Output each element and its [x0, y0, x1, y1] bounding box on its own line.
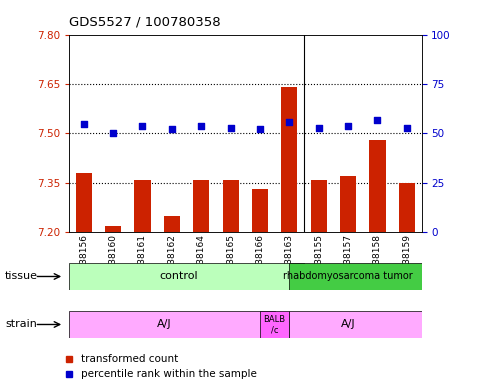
Bar — [252, 189, 268, 232]
Text: strain: strain — [5, 319, 37, 329]
Point — [315, 124, 322, 131]
Bar — [135, 180, 150, 232]
Bar — [281, 87, 297, 232]
Point — [256, 126, 264, 132]
Bar — [69, 263, 304, 290]
Bar — [311, 180, 327, 232]
Bar — [193, 180, 210, 232]
Bar — [399, 183, 415, 232]
Bar — [369, 140, 386, 232]
Bar — [289, 263, 422, 290]
Point — [80, 121, 88, 127]
Point — [109, 131, 117, 137]
Bar — [75, 173, 92, 232]
Bar — [289, 311, 422, 338]
Text: GDS5527 / 100780358: GDS5527 / 100780358 — [69, 15, 221, 28]
Bar — [340, 176, 356, 232]
Text: A/J: A/J — [341, 319, 355, 329]
Text: tissue: tissue — [5, 271, 38, 281]
Point — [374, 116, 382, 122]
Point — [227, 124, 235, 131]
Text: transformed count: transformed count — [81, 354, 178, 364]
Point — [197, 122, 205, 129]
Point — [344, 122, 352, 129]
Text: control: control — [160, 271, 199, 281]
Bar — [222, 180, 239, 232]
Bar — [260, 311, 289, 338]
Bar — [105, 226, 121, 232]
Point — [285, 119, 293, 125]
Point — [139, 122, 146, 129]
Point — [403, 124, 411, 131]
Text: BALB
/c: BALB /c — [264, 315, 286, 334]
Bar — [69, 311, 275, 338]
Text: percentile rank within the sample: percentile rank within the sample — [81, 369, 257, 379]
Point — [168, 126, 176, 132]
Bar — [164, 216, 180, 232]
Text: A/J: A/J — [157, 319, 172, 329]
Text: rhabdomyosarcoma tumor: rhabdomyosarcoma tumor — [283, 271, 413, 281]
